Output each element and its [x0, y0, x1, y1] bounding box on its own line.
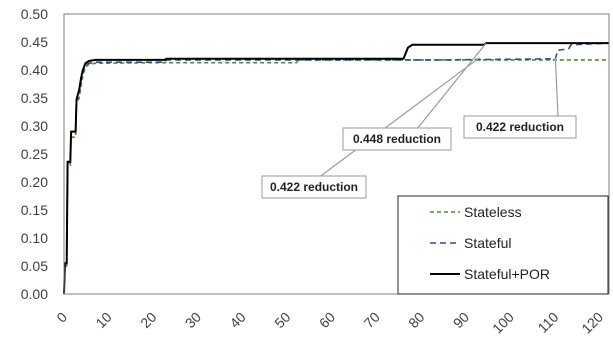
- callout-leader-line: [554, 57, 559, 117]
- callouts: 0.422 reduction 0.448 reduction 0.422 redu…: [261, 42, 577, 199]
- callout-box: [342, 127, 452, 151]
- callout-label: 0.422 reduction: [270, 180, 358, 194]
- legend: Stateless Stateful Stateful+POR: [397, 195, 609, 295]
- callout-label: 0.422 reduction: [476, 120, 564, 134]
- y-tick-label: 0.10: [21, 230, 48, 246]
- series-line-stateless: [63, 59, 609, 295]
- y-axis-ticks: 0.00 0.05 0.10 0.15 0.20 0.25 0.30 0.35 0.40 0.45…: [21, 6, 48, 302]
- y-tick-label: 0.15: [21, 202, 48, 218]
- callout-leader-line: [305, 57, 480, 188]
- legend-label: Stateless: [464, 204, 522, 220]
- plot-area-border: [63, 13, 610, 295]
- callout-label: 0.448 reduction: [353, 132, 441, 146]
- y-tick-label: 0.30: [21, 118, 48, 134]
- legend-label: Stateful: [464, 235, 511, 251]
- callout-box: [463, 115, 577, 139]
- y-tick-label: 0.05: [21, 258, 48, 274]
- y-tick-label: 0.00: [21, 286, 48, 302]
- y-tick-label: 0.40: [21, 62, 48, 78]
- series-layer: [63, 42, 610, 295]
- y-tick-label: 0.50: [21, 6, 48, 22]
- y-tick-label: 0.25: [21, 146, 48, 162]
- y-tick-label: 0.35: [21, 90, 48, 106]
- y-tick-label: 0.20: [21, 174, 48, 190]
- y-tick-label: 0.45: [21, 34, 48, 50]
- callout-box: [261, 175, 367, 199]
- series-line-stateful-por: [63, 42, 609, 295]
- legend-label: Stateful+POR: [464, 266, 550, 282]
